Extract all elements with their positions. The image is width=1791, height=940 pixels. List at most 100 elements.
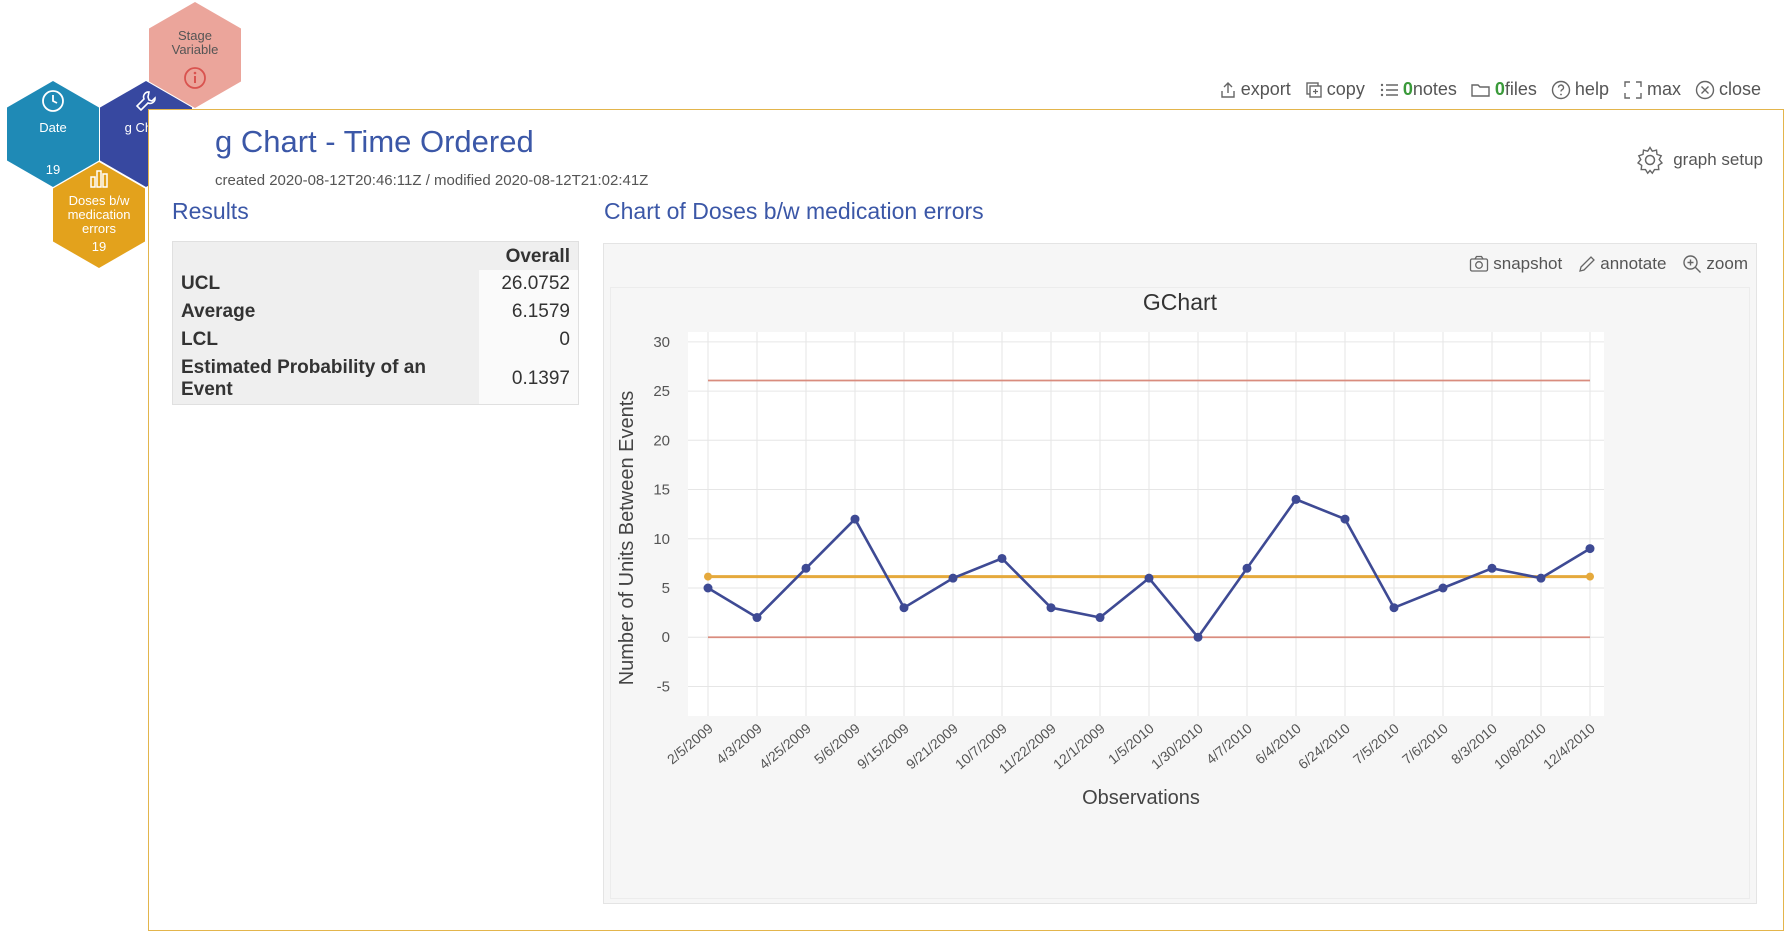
x-tick-label: 9/21/2009: [903, 720, 961, 772]
plot-area: -5 0 5 10 15 20 25 30 2/5/2009 4/3/2009 4/25/2009…: [610, 287, 1750, 899]
y-tick-label: 5: [662, 580, 670, 597]
window-toolbar: export copy 0notes 0files help max close: [1219, 79, 1761, 100]
chart-toolbar: snapshot annotate zoom: [1469, 254, 1748, 274]
notes-count: 0: [1402, 79, 1413, 99]
average-marker: [1586, 572, 1594, 581]
camera-icon: [1470, 255, 1489, 272]
x-tick-label: 4/25/2009: [756, 720, 814, 772]
x-tick-label: 1/30/2010: [1148, 720, 1206, 772]
folder-icon: [1471, 83, 1490, 97]
x-tick-label: 4/7/2010: [1203, 720, 1255, 767]
x-tick-label: 12/4/2010: [1540, 720, 1598, 772]
snapshot-label: snapshot: [1493, 254, 1563, 273]
x-tick-label: 7/5/2010: [1350, 720, 1402, 767]
y-tick-label: 30: [653, 334, 670, 351]
chart-heading: Chart of Doses b/w medication errors: [604, 198, 984, 224]
data-point: [1487, 563, 1497, 573]
snapshot-button[interactable]: snapshot: [1469, 254, 1562, 274]
y-tick-label: 20: [653, 432, 670, 449]
y-tick-label: -5: [657, 678, 670, 695]
max-button[interactable]: max: [1623, 79, 1681, 100]
annotate-label: annotate: [1600, 254, 1667, 273]
annotate-button[interactable]: annotate: [1578, 254, 1666, 274]
data-point: [1340, 514, 1350, 524]
copy-icon: [1306, 81, 1322, 98]
data-point: [1242, 563, 1252, 573]
table-row: Average 6.1579: [173, 298, 579, 326]
page-title: g Chart - Time Ordered: [215, 124, 534, 159]
copy-button[interactable]: copy: [1305, 79, 1365, 100]
row-label: Average: [181, 301, 256, 322]
max-label: max: [1646, 79, 1681, 99]
close-icon: [1695, 80, 1715, 99]
notes-label: notes: [1412, 79, 1457, 99]
data-point: [850, 514, 860, 524]
plot-background: [688, 332, 1604, 716]
data-point: [1389, 603, 1399, 613]
notes-button[interactable]: 0notes: [1379, 79, 1457, 100]
analysis-panel: g Chart - Time Ordered created 2020-08-1…: [148, 109, 1784, 931]
x-tick-label: 9/15/2009: [854, 720, 912, 772]
data-point: [899, 603, 909, 613]
row-label: LCL: [181, 329, 218, 350]
data-point: [703, 583, 713, 593]
results-column-header: Overall: [479, 241, 579, 270]
data-point: [1585, 544, 1595, 554]
close-label: close: [1718, 79, 1761, 99]
close-button[interactable]: close: [1695, 79, 1761, 100]
average-marker: [704, 572, 712, 581]
chart-container: snapshot annotate zoom -5 0 5 10 15 20 25 30 2/…: [603, 243, 1757, 904]
stage-variable-label: Stage Variable: [171, 28, 219, 57]
x-axis-label: Observations: [1082, 787, 1200, 809]
info-icon[interactable]: [149, 66, 241, 90]
results-empty-header: [172, 241, 479, 270]
y-tick-label: 25: [653, 383, 670, 400]
g-chart-plot: -5 0 5 10 15 20 25 30 2/5/20094/3/20094/25/2009…: [616, 289, 1604, 809]
data-point: [1144, 573, 1154, 583]
table-row: UCL 26.0752: [173, 270, 579, 298]
pencil-icon: [1579, 256, 1596, 272]
help-label: help: [1574, 79, 1609, 99]
results-table: Overall UCL 26.0752 Average 6.1579 LCL 0…: [172, 241, 579, 405]
export-icon: [1221, 81, 1235, 98]
date-label: Date: [39, 120, 67, 135]
data-point: [997, 553, 1007, 563]
doses-label: Doses b/w medication errors: [67, 193, 131, 236]
export-label: export: [1240, 79, 1291, 99]
zoom-button[interactable]: zoom: [1682, 254, 1748, 274]
row-value: 26.0752: [479, 270, 579, 298]
data-point: [948, 573, 958, 583]
data-point: [1095, 613, 1105, 623]
data-point: [752, 613, 762, 623]
table-row: LCL 0: [173, 326, 579, 354]
row-value: 0: [479, 326, 579, 354]
data-point: [1536, 573, 1546, 583]
graph-setup-label: graph setup: [1673, 150, 1763, 169]
data-point: [1193, 632, 1203, 642]
data-point: [801, 563, 811, 573]
help-button[interactable]: help: [1551, 79, 1609, 100]
export-button[interactable]: export: [1219, 79, 1291, 100]
bar-chart-icon: [53, 169, 145, 189]
clock-icon: [7, 89, 99, 113]
row-value: 0.1397: [479, 354, 579, 405]
date-count: 19: [45, 162, 61, 177]
graph-setup-button[interactable]: graph setup: [1635, 145, 1763, 175]
files-button[interactable]: 0files: [1471, 79, 1537, 100]
list-icon: [1380, 83, 1398, 96]
data-point: [1438, 583, 1448, 593]
zoom-icon: [1683, 255, 1702, 273]
y-tick-label: 0: [662, 629, 670, 646]
x-tick-label: 7/6/2010: [1399, 720, 1451, 767]
results-heading: Results: [172, 198, 249, 224]
row-value: 6.1579: [479, 298, 579, 326]
x-tick-labels: 2/5/20094/3/20094/25/20095/6/20099/15/20…: [664, 720, 1598, 777]
table-row: Estimated Probability of an Event 0.1397: [173, 354, 579, 405]
doses-node[interactable]: Doses b/w medication errors 19: [53, 162, 145, 268]
row-label: UCL: [181, 273, 221, 294]
x-tick-label: 6/24/2010: [1295, 720, 1353, 772]
results-header-row: Overall: [172, 241, 579, 270]
y-tick-labels: -5 0 5 10 15 20 25 30: [653, 334, 670, 696]
y-tick-label: 10: [653, 531, 670, 548]
copy-label: copy: [1326, 79, 1365, 99]
